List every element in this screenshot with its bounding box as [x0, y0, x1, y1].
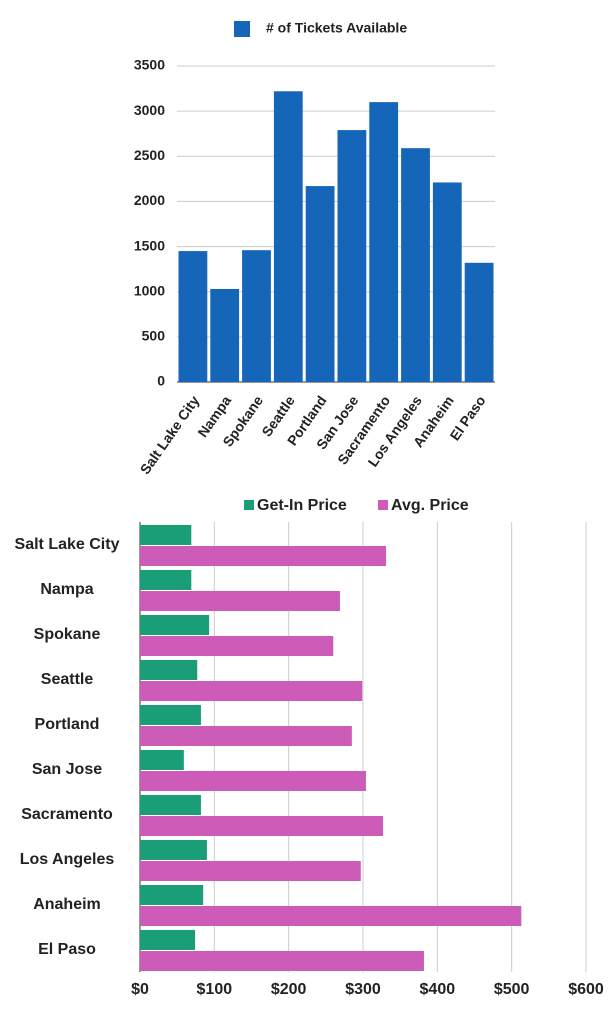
bar: [242, 250, 271, 382]
y-tick-label: Nampa: [40, 581, 93, 598]
y-tick-label: Anaheim: [33, 896, 101, 913]
y-tick-label: El Paso: [38, 941, 96, 958]
x-tick-label: $600: [568, 981, 604, 998]
bar: [305, 186, 335, 382]
y-tick-label: Los Angeles: [20, 851, 115, 868]
bar: [140, 546, 387, 566]
bar: [140, 861, 361, 881]
x-tick-label: $200: [271, 981, 307, 998]
bar: [140, 840, 207, 860]
bar: [401, 148, 430, 382]
bar: [140, 816, 384, 836]
legend-swatch: [234, 21, 250, 37]
y-tick-label: Salt Lake City: [15, 536, 120, 553]
y-tick-label: 3000: [134, 102, 165, 118]
bar: [140, 660, 198, 680]
bar: [140, 795, 201, 815]
y-tick-label: 3500: [134, 57, 165, 73]
y-tick-label: Seattle: [41, 671, 94, 688]
bar: [140, 930, 196, 950]
bar: [140, 636, 334, 656]
y-tick-label: 0: [157, 373, 165, 389]
y-tick-label: 2500: [134, 147, 165, 163]
x-tick-label: $500: [494, 981, 530, 998]
bar: [140, 750, 184, 770]
legend-label: Avg. Price: [391, 497, 469, 514]
x-tick-label: $400: [420, 981, 456, 998]
x-tick-label: $0: [131, 981, 149, 998]
bar: [178, 251, 208, 382]
bar: [140, 525, 192, 545]
y-tick-label: San Jose: [32, 761, 102, 778]
bar: [140, 570, 192, 590]
bar: [464, 262, 494, 382]
bar: [140, 726, 352, 746]
y-tick-label: Sacramento: [21, 806, 113, 823]
bar: [432, 182, 462, 382]
y-tick-label: 500: [142, 328, 166, 344]
bar: [140, 951, 424, 971]
y-tick-label: Portland: [35, 716, 100, 733]
bar: [210, 289, 240, 382]
bar: [140, 615, 210, 635]
bar: [140, 906, 522, 926]
bar: [140, 771, 366, 791]
bar: [337, 130, 367, 382]
bar: [140, 681, 363, 701]
y-tick-label: 2000: [134, 192, 165, 208]
legend-swatch: [244, 500, 254, 510]
y-tick-label: 1000: [134, 282, 165, 298]
y-tick-label: Spokane: [34, 626, 101, 643]
bar: [369, 102, 399, 382]
bar: [140, 705, 201, 725]
legend-label: Get-In Price: [257, 497, 347, 514]
bar: [140, 591, 340, 611]
bar: [140, 885, 204, 905]
x-tick-label: $100: [197, 981, 233, 998]
legend-label: # of Tickets Available: [266, 20, 407, 36]
legend-swatch: [378, 500, 388, 510]
x-tick-label: $300: [345, 981, 381, 998]
y-tick-label: 1500: [134, 237, 165, 253]
bar: [273, 91, 303, 382]
x-tick-label: Salt Lake City: [137, 393, 203, 478]
